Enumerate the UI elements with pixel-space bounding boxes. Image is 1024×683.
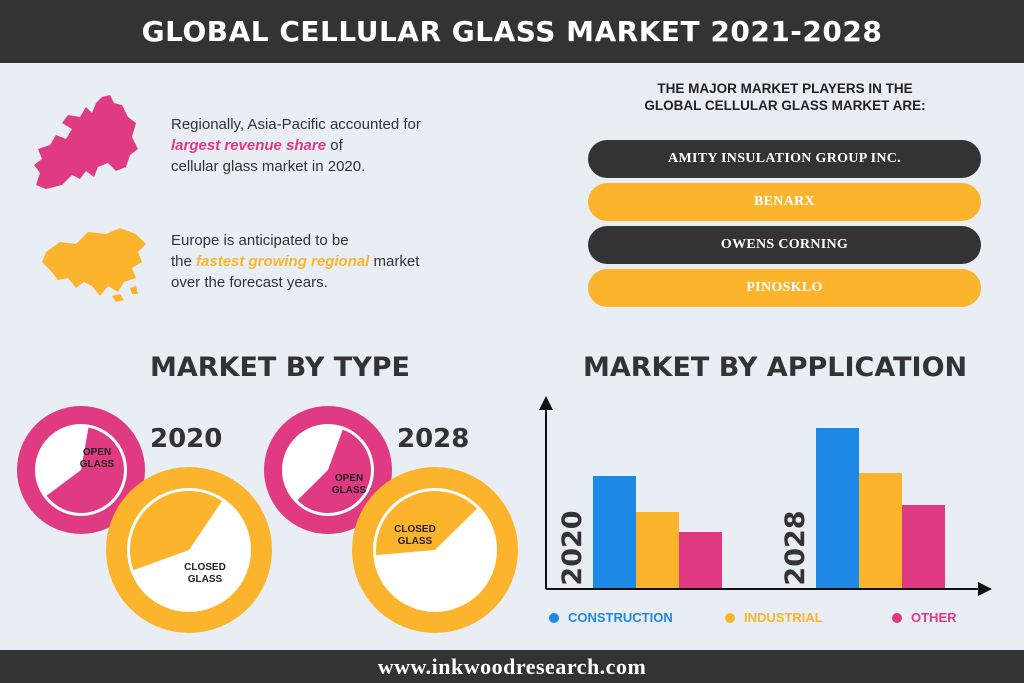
pie-slice-label: CLOSED bbox=[184, 562, 226, 573]
player-pill: AMITY INSULATION GROUP INC. bbox=[588, 140, 981, 178]
pie-year-label: 2020 bbox=[150, 424, 223, 454]
region-note-europe: Europe is anticipated to be the fastest … bbox=[171, 230, 471, 293]
players-heading-line: GLOBAL CELLULAR GLASS MARKET ARE: bbox=[644, 98, 926, 113]
bar-construction-2020 bbox=[593, 476, 636, 588]
y-axis-arrow bbox=[539, 396, 553, 410]
pie-slice-open-glass bbox=[46, 427, 124, 513]
pie-year-label: 2028 bbox=[397, 424, 470, 454]
bar-construction-2028 bbox=[816, 428, 859, 588]
europe-map-icon bbox=[34, 95, 138, 189]
legend-swatch bbox=[549, 612, 559, 623]
page-title: GLOBAL CELLULAR GLASS MARKET 2021-2028 bbox=[0, 0, 1024, 63]
region-note-line: Regionally, Asia-Pacific accounted for bbox=[171, 116, 421, 133]
pie-slice-closed-glass bbox=[130, 491, 222, 571]
market-by-type-title: MARKET BY TYPE bbox=[150, 352, 410, 383]
pie-slice-label: OPEN bbox=[83, 447, 111, 458]
players-heading: THE MAJOR MARKET PLAYERS IN THE GLOBAL C… bbox=[590, 80, 980, 114]
region-note-line: largest revenue share of bbox=[171, 135, 471, 156]
market-by-application-title: MARKET BY APPLICATION bbox=[583, 352, 968, 383]
bar-category-label: 2028 bbox=[780, 510, 811, 585]
bar-other-2028 bbox=[902, 505, 945, 588]
legend-swatch bbox=[725, 612, 735, 623]
pie-slice-label: GLASS bbox=[80, 459, 115, 470]
legend-item-industrial: INDUSTRIAL bbox=[725, 610, 823, 625]
pie-slice-label: CLOSED bbox=[394, 524, 436, 535]
region-highlight: fastest growing regional bbox=[196, 253, 370, 270]
region-note-line: Europe is anticipated to be bbox=[171, 232, 349, 249]
asia-map-icon bbox=[42, 228, 146, 302]
pie-slice-label: OPEN bbox=[335, 473, 363, 484]
site-url: www.inkwoodresearch.com bbox=[0, 650, 1024, 683]
pie-slice-label: GLASS bbox=[188, 574, 223, 585]
bar-category-label: 2020 bbox=[557, 510, 588, 585]
region-note-line: over the forecast years. bbox=[171, 274, 328, 291]
region-note-tail: market bbox=[369, 253, 420, 270]
bar-other-2020 bbox=[679, 532, 722, 588]
player-pill: OWENS CORNING bbox=[588, 226, 981, 264]
player-pill: PINOSKLO bbox=[588, 269, 981, 307]
legend-label: CONSTRUCTION bbox=[568, 610, 673, 625]
bar-industrial-2020 bbox=[636, 512, 679, 588]
pie-slice-label: GLASS bbox=[332, 485, 367, 496]
legend-item-construction: CONSTRUCTION bbox=[549, 610, 673, 625]
legend-item-other: OTHER bbox=[892, 610, 957, 625]
pie-slice-closed-glass bbox=[375, 490, 478, 556]
pie-slice-label: GLASS bbox=[398, 536, 433, 547]
legend-label: INDUSTRIAL bbox=[744, 610, 823, 625]
region-note-line: cellular glass market in 2020. bbox=[171, 158, 366, 175]
bar-industrial-2028 bbox=[859, 473, 902, 588]
region-note-line: the fastest growing regional market bbox=[171, 251, 471, 272]
player-pill: BENARX bbox=[588, 183, 981, 221]
region-note-tail: of bbox=[326, 137, 343, 154]
region-note-asia-pacific: Regionally, Asia-Pacific accounted for l… bbox=[171, 114, 471, 177]
players-heading-line: THE MAJOR MARKET PLAYERS IN THE bbox=[657, 81, 913, 96]
legend-swatch bbox=[892, 612, 902, 623]
region-note-head: the bbox=[171, 253, 197, 270]
x-axis-arrow bbox=[978, 582, 992, 596]
legend-label: OTHER bbox=[911, 610, 957, 625]
region-highlight: largest revenue share bbox=[171, 137, 327, 154]
pie-slice-open-glass bbox=[297, 429, 372, 514]
